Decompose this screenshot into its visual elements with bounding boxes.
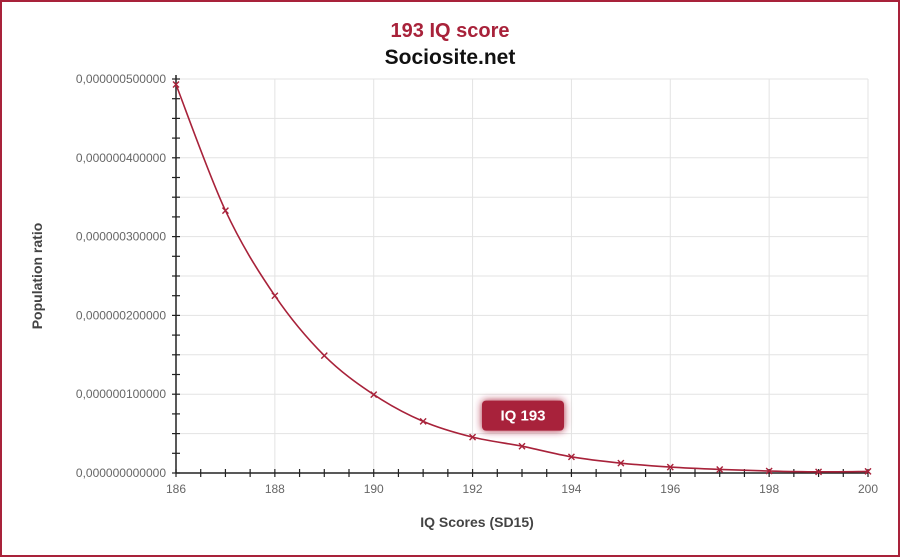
- x-tick-label: 190: [364, 482, 384, 496]
- y-tick-label: 0,000000200000: [76, 308, 166, 322]
- data-point-marker: [320, 352, 328, 360]
- x-axis-title: IQ Scores (SD15): [420, 514, 534, 530]
- x-tick-label: 198: [759, 482, 779, 496]
- annotation-label: IQ 193: [500, 408, 545, 425]
- y-tick-label: 0,000000400000: [76, 151, 166, 165]
- data-point-marker: [172, 81, 180, 89]
- chart-title: 193 IQ score: [390, 20, 510, 42]
- series-line: [172, 81, 872, 476]
- axes: [172, 75, 869, 477]
- y-tick-label: 0,000000500000: [76, 72, 166, 86]
- y-axis-title: Population ratio: [29, 223, 45, 330]
- y-tick-label: 0,000000000000: [76, 466, 166, 480]
- data-point-marker: [716, 465, 724, 473]
- data-point-marker: [864, 467, 872, 475]
- data-point-marker: [518, 442, 526, 450]
- y-tick-label: 0,000000300000: [76, 230, 166, 244]
- data-point-marker: [271, 292, 279, 300]
- x-tick-label: 186: [166, 482, 186, 496]
- data-point-marker: [666, 463, 674, 471]
- data-point-marker: [815, 468, 823, 476]
- data-point-marker: [617, 459, 625, 467]
- y-tick-label: 0,000000100000: [76, 387, 166, 401]
- chart-subtitle: Sociosite.net: [384, 46, 516, 69]
- x-tick-label: 200: [858, 482, 878, 496]
- data-point-marker: [370, 391, 378, 399]
- tick-labels: 0,000000000000 0,000000100000 0,0000002000…: [76, 72, 878, 496]
- grid-lines: [176, 78, 869, 473]
- x-tick-label: 196: [660, 482, 680, 496]
- data-point-marker: [469, 433, 477, 441]
- x-tick-label: 188: [265, 482, 285, 496]
- data-point-marker: [419, 417, 427, 425]
- x-tick-label: 192: [463, 482, 483, 496]
- x-tick-label: 194: [561, 482, 581, 496]
- annotation-box: [482, 400, 564, 431]
- data-point-marker: [221, 207, 229, 215]
- data-point-marker: [765, 467, 773, 475]
- series-curve: [175, 84, 869, 473]
- data-point-marker: [567, 453, 575, 461]
- annotation-guides: [176, 442, 524, 473]
- annotation-callout: IQ 193: [482, 400, 564, 431]
